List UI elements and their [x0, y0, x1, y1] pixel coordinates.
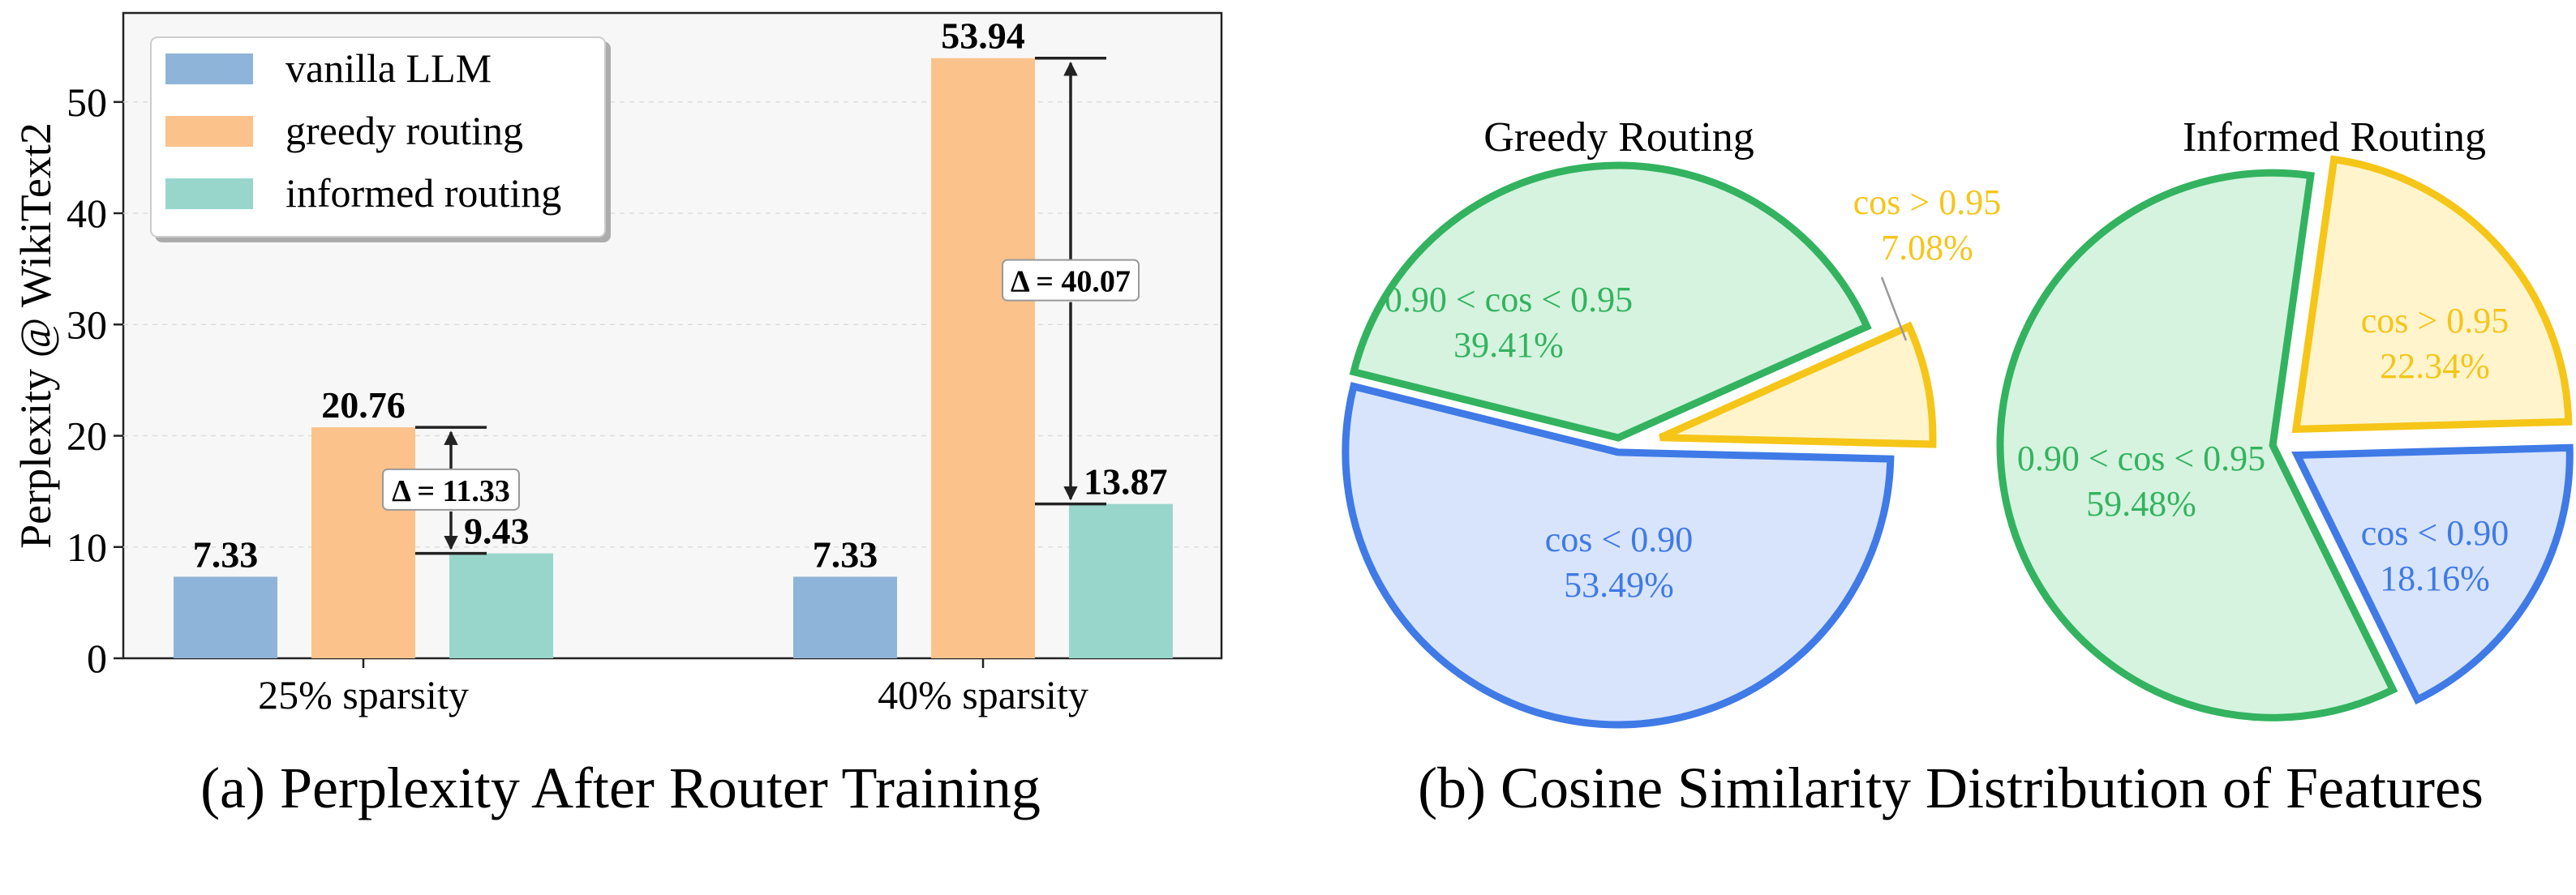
- delta-label-box: [382, 468, 520, 511]
- delta-label: Δ = 11.33: [392, 474, 510, 508]
- y-tick-label: 0: [87, 636, 107, 681]
- grid-lines: [123, 101, 1221, 548]
- y-ticks: 0 10 20 30 40 50: [67, 79, 123, 681]
- pie-label-leader: [1880, 276, 1908, 341]
- pie-slice-percent: 39.41%: [1453, 325, 1564, 365]
- legend-label: greedy routing: [286, 108, 523, 153]
- pie-slice-percent: 22.34%: [2380, 346, 2490, 386]
- pie-slice: [2291, 155, 2573, 433]
- pie-slice-percent: 18.16%: [2380, 559, 2490, 598]
- y-tick-label: 10: [67, 525, 107, 570]
- delta-annotations: Δ = 11.33 Δ = 40.07: [382, 56, 1140, 555]
- delta-label-box: [1002, 259, 1140, 302]
- bar-value-label: 20.76: [321, 384, 406, 426]
- pie-slice: [2291, 443, 2574, 705]
- legend-swatch: [165, 116, 253, 147]
- pie-slice-percent: 53.49%: [1564, 565, 1674, 605]
- pie-slice: [1996, 169, 2398, 722]
- caption-right: (b) Cosine Similarity Distribution of Fe…: [1418, 756, 2484, 820]
- bar-value-label: 13.87: [1084, 461, 1168, 503]
- pie-charts: Greedy Routing 0.90 < cos < 0.95 39.41% cos…: [1342, 114, 2574, 729]
- pie-slice: [1659, 321, 1937, 448]
- caption-left: (a) Perplexity After Router Training: [200, 756, 1041, 820]
- pie-slice-label: cos < 0.90: [1545, 520, 1693, 559]
- bar: [931, 58, 1035, 659]
- bar: [311, 427, 415, 658]
- pie-title: Informed Routing: [2183, 114, 2486, 161]
- legend-swatch: [165, 54, 253, 84]
- pie-title: Greedy Routing: [1483, 114, 1754, 161]
- x-tick-label: 25% sparsity: [258, 672, 469, 717]
- bar-value-label: 7.33: [193, 533, 259, 575]
- pie-slice-label: 0.90 < cos < 0.95: [1385, 280, 1633, 319]
- bar-value-label: 9.43: [464, 511, 530, 552]
- pie-slice-label: 0.90 < cos < 0.95: [2017, 439, 2265, 478]
- pie-slice: [1342, 382, 1895, 729]
- legend: vanilla LLM greedy routing informed routin…: [150, 36, 606, 238]
- bar-value-label: 53.94: [941, 15, 1025, 57]
- legend-box: [150, 36, 606, 238]
- pie-slice-percent: 59.48%: [2086, 484, 2196, 524]
- pie-slice-label: cos > 0.95: [1853, 182, 2001, 222]
- pie-slice-label: cos > 0.95: [2361, 301, 2509, 340]
- delta-label: Δ = 40.07: [1011, 265, 1131, 299]
- y-axis-label: Perplexity @ WikiText2: [11, 122, 60, 549]
- y-tick-label: 50: [67, 79, 107, 125]
- pie-slice-percent: 7.08%: [1881, 228, 1973, 268]
- pie-chart-2: Informed Routing cos > 0.95 22.34% cos < 0.…: [1996, 114, 2574, 722]
- x-ticks: 25% sparsity 40% sparsity: [258, 658, 1088, 717]
- bars: 7.33 20.76 9.43 7.33 53.94 13.87: [174, 15, 1173, 659]
- bar: [174, 576, 277, 658]
- y-tick-label: 20: [67, 413, 107, 459]
- legend-swatch: [165, 178, 253, 209]
- x-tick-label: 40% sparsity: [878, 672, 1088, 717]
- y-tick-label: 40: [67, 191, 107, 236]
- y-tick-label: 30: [67, 302, 107, 347]
- pie-chart-1: Greedy Routing 0.90 < cos < 0.95 39.41% cos…: [1342, 114, 2001, 729]
- bar: [449, 553, 553, 658]
- legend-label: vanilla LLM: [286, 45, 492, 91]
- bar-value-label: 7.33: [813, 533, 878, 575]
- legend-label: informed routing: [286, 170, 561, 216]
- pie-slice-label: cos < 0.90: [2361, 513, 2509, 553]
- bar: [1069, 503, 1173, 658]
- pie-slice: [1349, 161, 1872, 442]
- bar: [793, 576, 897, 658]
